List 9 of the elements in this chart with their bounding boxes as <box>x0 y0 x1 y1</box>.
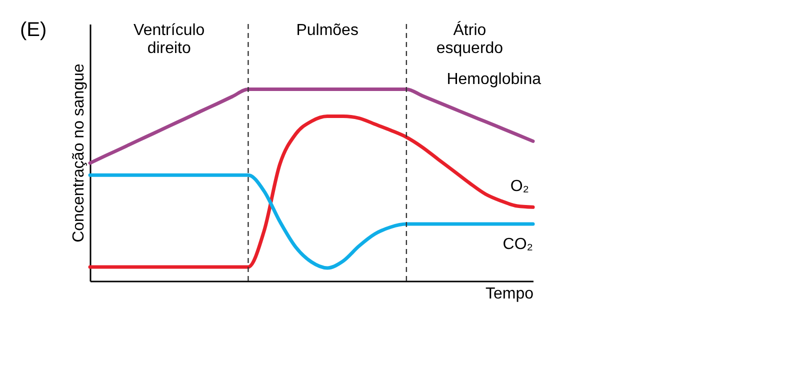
chart-title: (E) <box>20 19 47 41</box>
text: Pulmões <box>296 22 358 39</box>
text: Ventrículo direito <box>134 22 205 57</box>
x-axis-title: Tempo <box>485 286 534 302</box>
series-label: Hemoglobina <box>446 71 542 88</box>
series-label: CO₂ <box>502 236 533 254</box>
y-axis-title: Concentração no sangue <box>70 64 88 242</box>
text: Átrio esquerdo <box>436 21 504 57</box>
series-label: O₂ <box>510 178 529 196</box>
